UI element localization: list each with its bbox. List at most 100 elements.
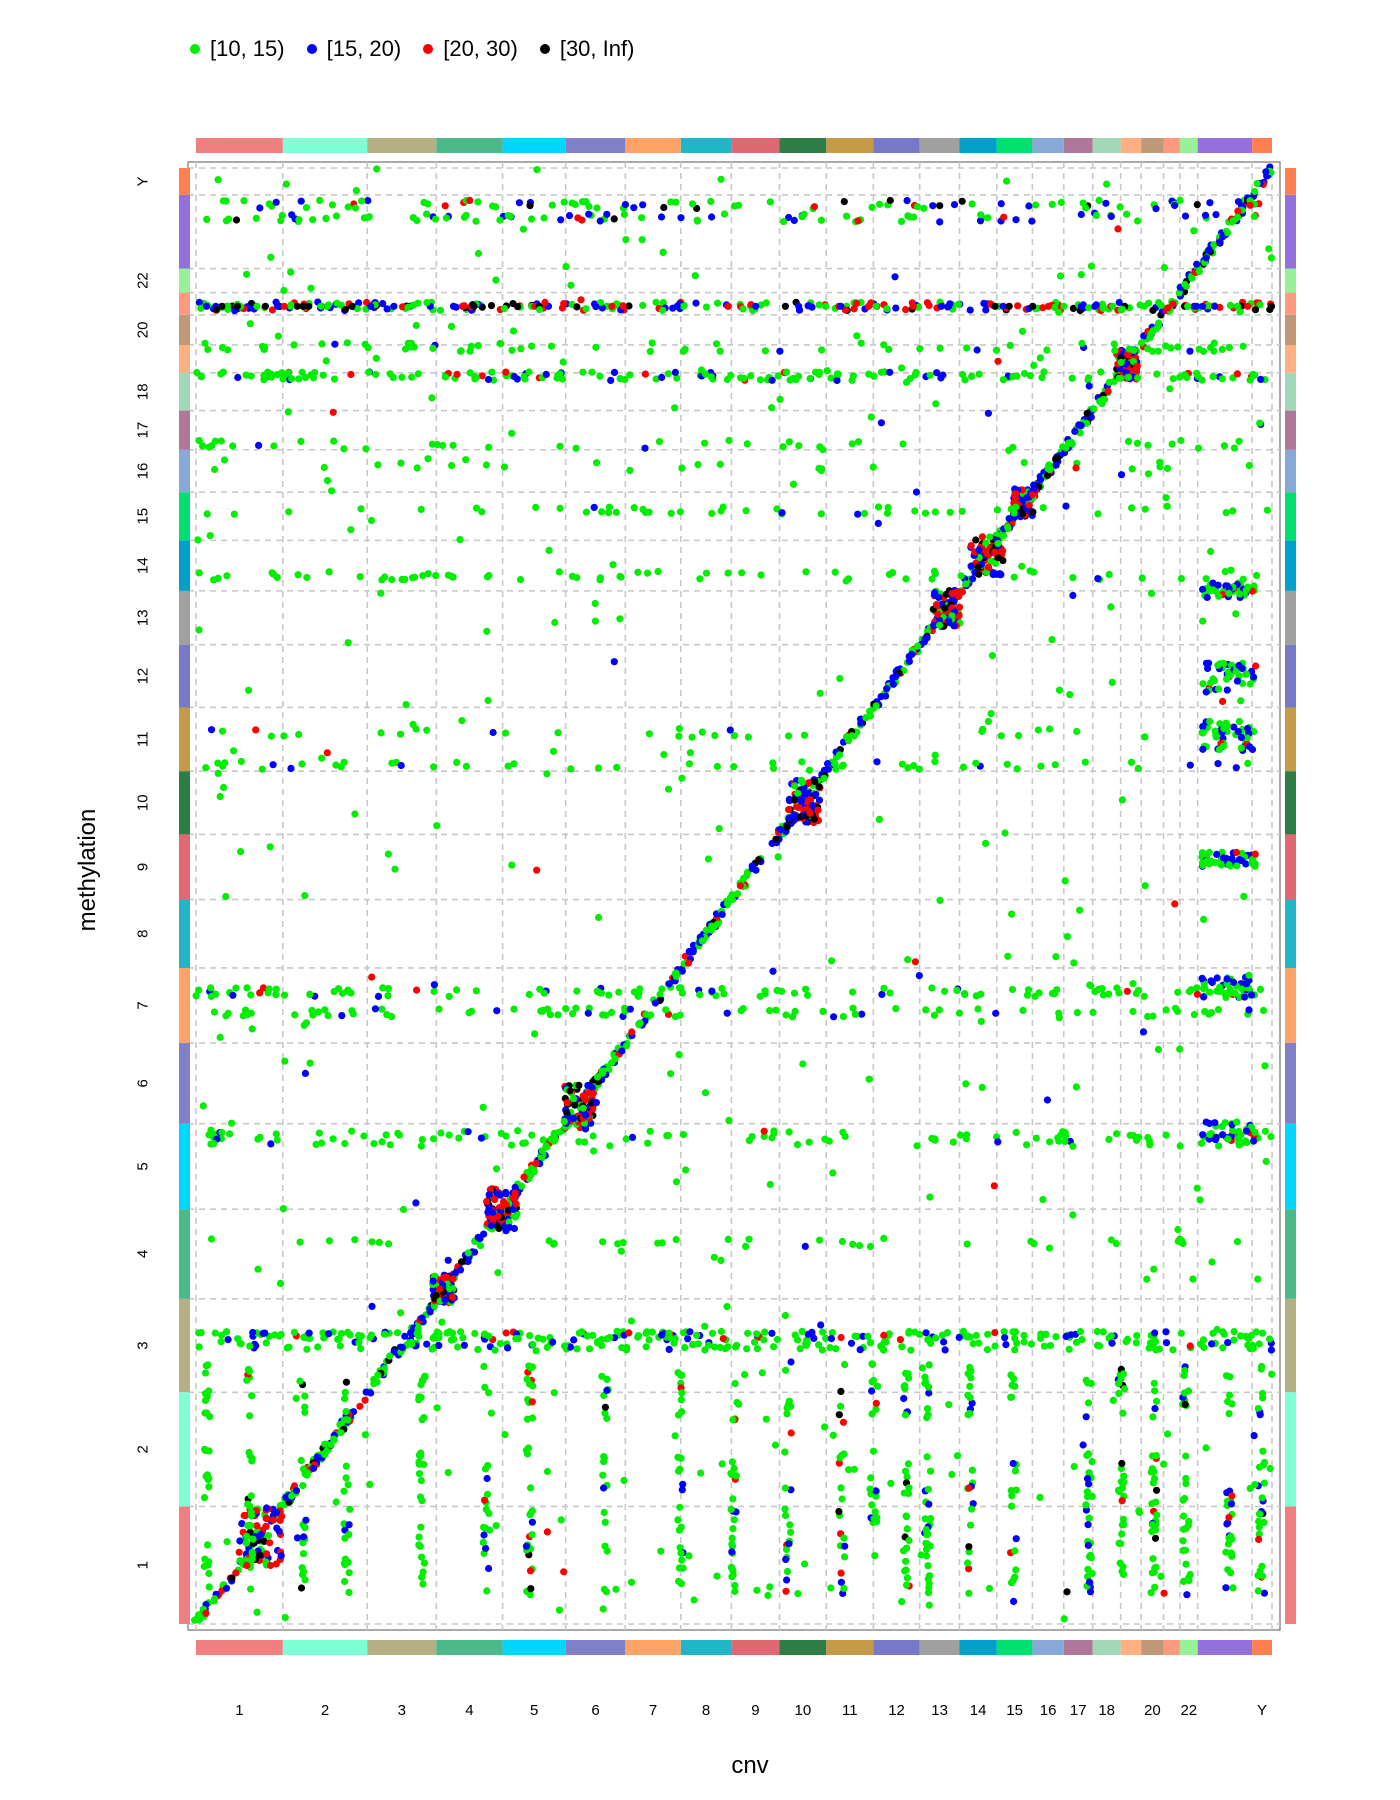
data-point [207, 726, 216, 734]
data-point [1073, 1009, 1081, 1017]
data-point [569, 1095, 578, 1103]
data-point [725, 436, 733, 445]
data-point [728, 1540, 736, 1548]
data-point [1245, 971, 1253, 979]
data-point [223, 1538, 231, 1546]
data-point [417, 505, 425, 513]
data-point [850, 1465, 858, 1473]
data-point [742, 507, 750, 515]
chrom-bar-top [565, 138, 626, 153]
legend-marker [306, 44, 317, 54]
data-point [595, 764, 603, 772]
data-point [293, 302, 301, 310]
chrom-bar-bottom [1032, 1640, 1064, 1655]
data-point [500, 304, 508, 313]
data-point [426, 1308, 434, 1316]
data-point [414, 370, 422, 378]
data-point [1067, 1331, 1075, 1339]
data-point [252, 726, 260, 734]
data-point [484, 696, 492, 705]
data-point [1062, 444, 1070, 452]
data-point [1240, 892, 1248, 901]
data-point [1232, 668, 1240, 676]
data-point [243, 984, 251, 992]
data-point [838, 1495, 846, 1503]
data-point [991, 1329, 999, 1337]
data-point [600, 1453, 608, 1461]
data-point [466, 369, 474, 377]
data-point [1118, 1521, 1126, 1529]
data-point [849, 988, 857, 996]
chrom-bar-bottom [436, 1640, 503, 1655]
data-point [692, 299, 700, 307]
data-point [869, 1376, 878, 1385]
data-point [783, 823, 791, 831]
data-point [782, 1555, 790, 1563]
data-point [968, 372, 976, 380]
data-point [524, 1444, 533, 1452]
data-point [982, 839, 990, 848]
data-point [837, 1484, 845, 1492]
data-point [430, 987, 438, 996]
data-point [984, 409, 993, 417]
x-tick-label: 9 [751, 1702, 759, 1719]
data-point [1122, 1338, 1130, 1346]
data-point [899, 440, 907, 448]
data-point [415, 1533, 423, 1541]
data-point [480, 1362, 488, 1370]
data-point [922, 1539, 930, 1547]
data-point [1174, 1225, 1182, 1234]
data-point [258, 765, 266, 773]
data-point [547, 342, 556, 350]
data-point [1083, 1475, 1092, 1483]
data-point [441, 202, 449, 210]
data-point [267, 732, 275, 740]
data-point [785, 213, 793, 222]
data-point [1238, 1139, 1246, 1147]
data-point [232, 216, 241, 224]
data-point [783, 1576, 791, 1584]
data-point [898, 1598, 906, 1606]
data-point [1202, 688, 1210, 696]
data-point [1198, 859, 1207, 867]
data-point [413, 464, 421, 472]
chrom-bar-right [1285, 168, 1296, 195]
data-point [617, 573, 625, 581]
data-point [560, 1568, 568, 1576]
data-point [686, 749, 695, 757]
data-point [417, 1477, 425, 1485]
data-point [911, 958, 920, 966]
data-point [1179, 1537, 1187, 1545]
data-point [528, 1131, 536, 1139]
data-point [1251, 306, 1260, 314]
data-point [526, 1567, 535, 1575]
data-point [1072, 464, 1080, 472]
data-point [802, 568, 810, 576]
data-point [685, 760, 694, 768]
y-tick-label: 15 [135, 508, 152, 525]
data-point [959, 1327, 968, 1335]
data-point [218, 1128, 226, 1137]
data-point [702, 569, 711, 577]
data-point [1124, 373, 1132, 381]
data-point [1138, 574, 1146, 582]
data-point [1251, 1128, 1259, 1136]
data-point [415, 1332, 423, 1340]
data-point [713, 1572, 721, 1580]
data-point [889, 569, 897, 577]
data-point [543, 1528, 552, 1536]
data-point [639, 301, 647, 309]
data-point [694, 461, 702, 469]
data-point [502, 729, 510, 737]
data-point [271, 1331, 279, 1339]
data-point [1099, 991, 1108, 999]
data-point [1225, 668, 1233, 676]
data-point [297, 437, 305, 445]
data-point [345, 1588, 353, 1596]
data-point [246, 1412, 254, 1420]
data-point [348, 302, 356, 310]
y-tick-label: 22 [135, 272, 152, 289]
data-point [345, 1569, 353, 1577]
data-point [1119, 1370, 1127, 1378]
data-point [348, 1127, 356, 1135]
